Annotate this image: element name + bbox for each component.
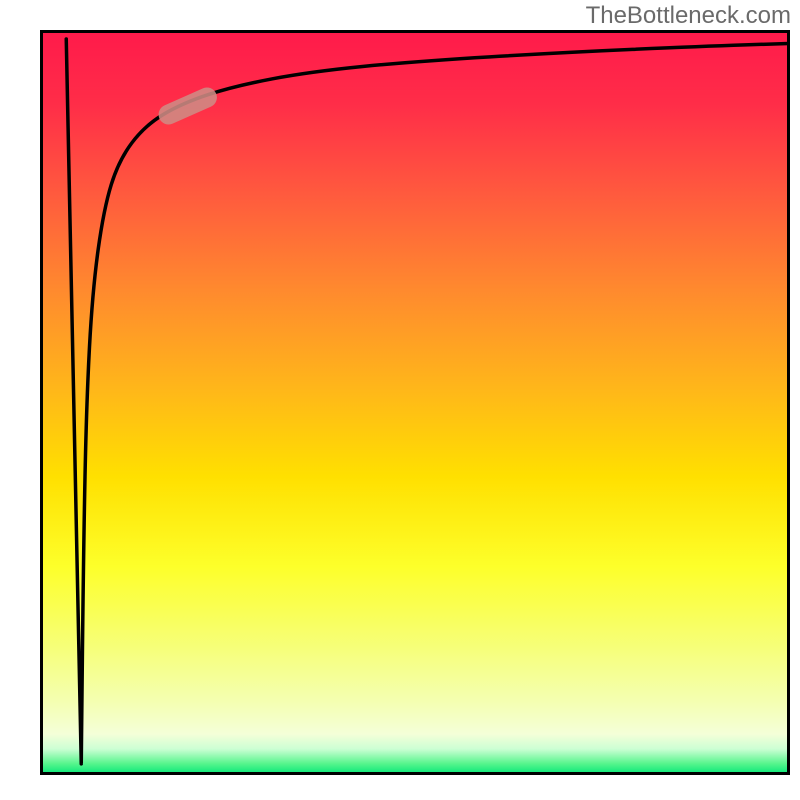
chart-svg bbox=[0, 0, 800, 800]
chart-stage: TheBottleneck.com bbox=[0, 0, 800, 800]
attribution-text: TheBottleneck.com bbox=[586, 2, 791, 30]
gradient-background bbox=[40, 30, 790, 775]
